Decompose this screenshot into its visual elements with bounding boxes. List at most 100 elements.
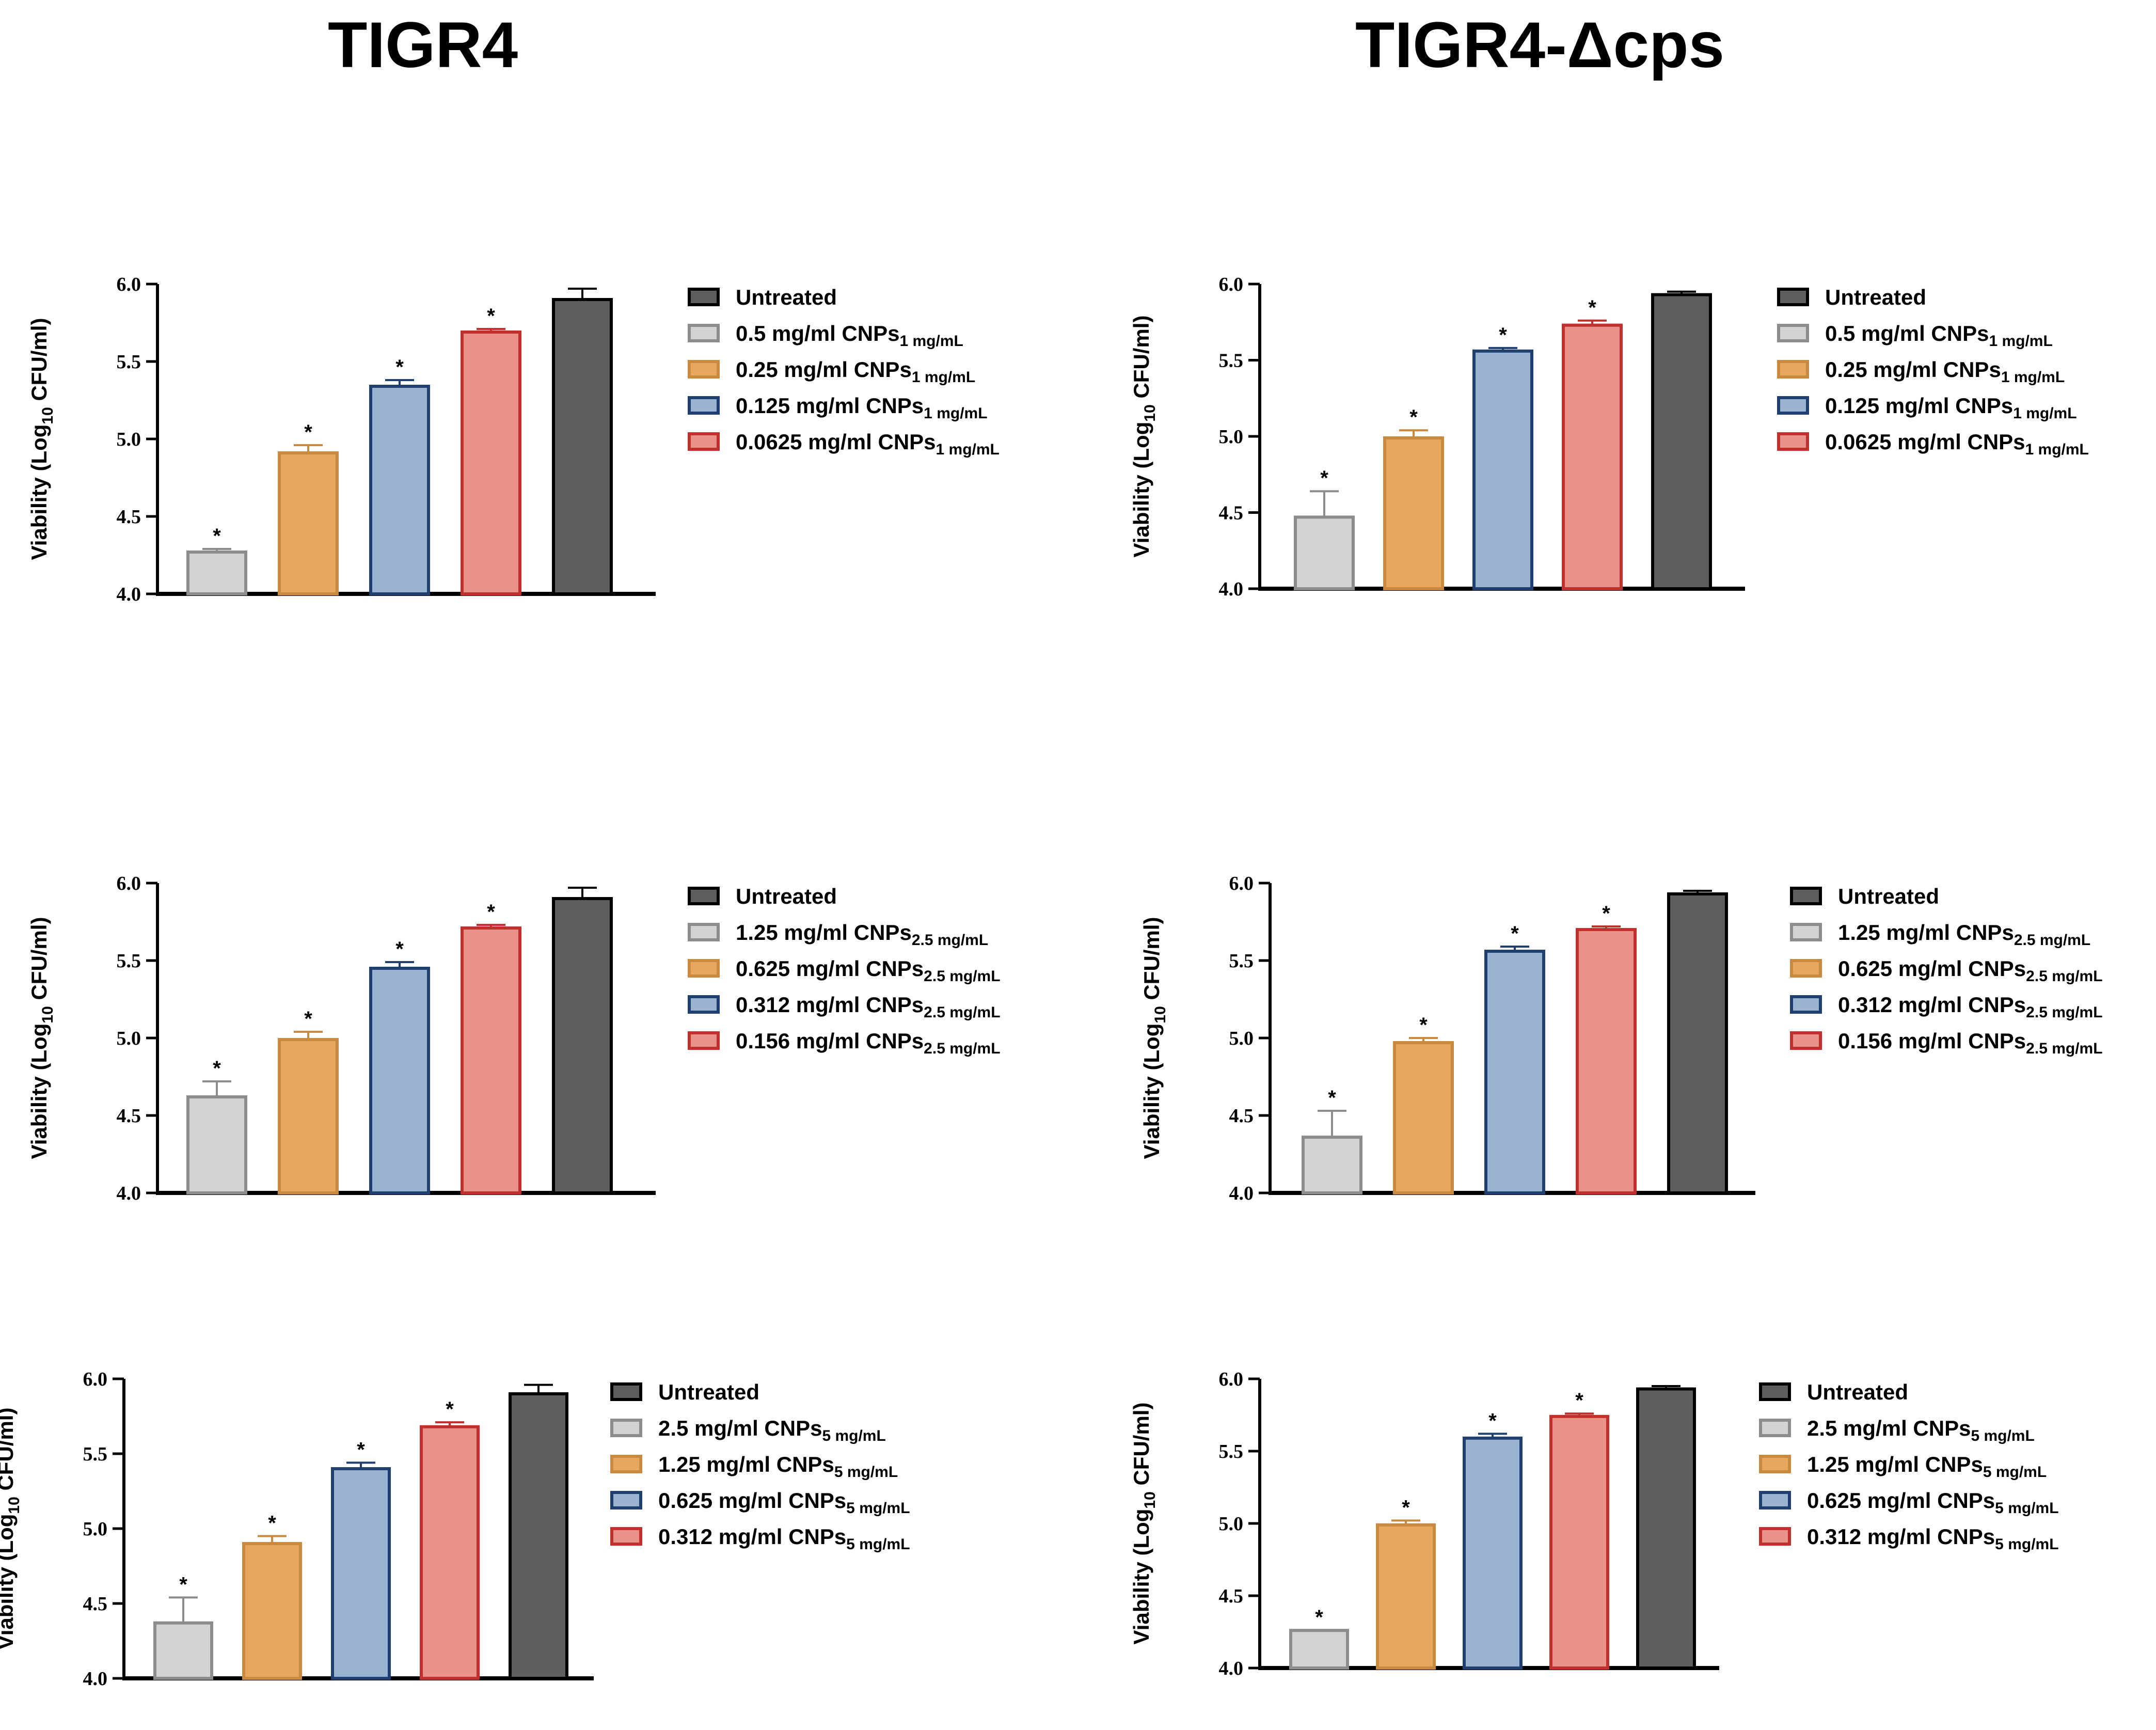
y-tick-label: 5.5 [1219,350,1244,372]
legend-swatch [1759,1419,1791,1437]
legend-swatch [1777,288,1809,306]
significance-star: * [446,1398,454,1421]
significance-star: * [213,525,221,547]
legend-swatch [1790,1031,1822,1050]
y-tick-label: 6.0 [83,1369,108,1390]
y-tick-label: 4.0 [1229,1183,1254,1204]
legend-label: 0.25 mg/ml CNPs1 mg/mL [736,357,975,386]
significance-star: * [1409,406,1418,429]
column-title-tigr4-dcps: TIGR4-Δcps [1355,9,1724,81]
legend-label: 0.625 mg/ml CNPs2.5 mg/mL [736,956,1001,985]
y-tick-label: 4.5 [83,1593,108,1615]
legend-label: 2.5 mg/ml CNPs5 mg/mL [658,1416,886,1444]
legend-swatch [1790,959,1822,978]
legend-swatch [610,1382,642,1401]
legend-label: Untreated [658,1380,759,1404]
legend-swatch [610,1491,642,1509]
bar [1383,436,1444,590]
y-tick-label: 6.0 [1219,274,1244,295]
legend-swatch [688,995,720,1014]
significance-star: * [357,1438,365,1461]
significance-star: * [304,1008,312,1030]
legend-swatch [1759,1527,1791,1546]
legend-label: 1.25 mg/ml CNPs2.5 mg/mL [736,920,988,949]
legend-label: 0.156 mg/ml CNPs2.5 mg/mL [1838,1029,2103,1057]
bar [186,1095,247,1194]
legend-label: Untreated [736,884,837,908]
legend-label: 0.625 mg/ml CNPs2.5 mg/mL [1838,956,2103,985]
legend-swatch [688,887,720,905]
y-tick-label: 5.5 [83,1443,108,1465]
legend-swatch [688,959,720,978]
significance-star: * [268,1512,276,1535]
legend-label: Untreated [1838,884,1939,908]
legend-swatch [610,1419,642,1437]
y-axis-label: Viability (Log10 CFU/ml) [1139,917,1169,1159]
significance-star: * [1315,1606,1323,1629]
y-tick-label: 5.5 [117,351,141,373]
bar [153,1621,213,1680]
column-title-tigr4: TIGR4 [328,9,518,81]
significance-star: * [213,1057,221,1080]
legend-label: 0.625 mg/ml CNPs5 mg/mL [658,1488,910,1517]
legend-label: Untreated [1825,285,1926,309]
significance-star: * [487,901,495,923]
y-tick-label: 5.0 [1219,1513,1244,1535]
legend-label: 2.5 mg/ml CNPs5 mg/mL [1807,1416,2035,1444]
legend-swatch [1777,396,1809,415]
legend-label: 0.312 mg/ml CNPs2.5 mg/mL [1838,993,2103,1021]
bar-chart-tigr4-dcps-5mg: 4.0 4.5 5.0 5.5 6.0 Viability (Log10 CFU/ml) *… [1129,1369,2059,1679]
y-tick-label: 4.0 [83,1668,108,1690]
y-tick-label: 6.0 [117,873,141,894]
legend-label: 0.0625 mg/ml CNPs1 mg/mL [1825,430,2089,458]
bar-chart-tigr4-5mg: 4.0 4.5 5.0 5.5 6.0 Viability (Log10 CFU/ml) *… [0,1369,910,1690]
significance-star: * [1511,922,1519,945]
y-tick-label: 4.5 [1219,1585,1244,1607]
legend-swatch [688,1031,720,1050]
legend-label: 0.312 mg/ml CNPs5 mg/mL [1807,1524,2059,1553]
legend-swatch [610,1527,642,1546]
legend-swatch [1790,923,1822,941]
bar [1562,323,1623,591]
bar-chart-tigr4-dcps-2-5mg: 4.0 4.5 5.0 5.5 6.0 Viability (Log10 CFU/ml) *… [1139,873,2103,1204]
y-axis-label: Viability (Log10 CFU/ml) [27,917,56,1159]
bar [1667,892,1728,1194]
legend-swatch [1759,1491,1791,1509]
legend-swatch [1777,360,1809,379]
bar [1484,950,1545,1194]
y-tick-label: 6.0 [1219,1369,1244,1390]
bar [1393,1041,1454,1194]
legend-label: 0.312 mg/ml CNPs2.5 mg/mL [736,993,1001,1021]
bar-chart-tigr4-dcps-1mg: 4.0 4.5 5.0 5.5 6.0 Viability (Log10 CFU/ml) *… [1129,274,2089,600]
significance-star: * [179,1573,187,1596]
bar [331,1467,391,1680]
legend-label: 0.5 mg/ml CNPs1 mg/mL [736,321,963,350]
bar [1289,1629,1349,1670]
y-tick-label: 4.0 [1219,1658,1244,1679]
bar [420,1425,480,1680]
bar [1651,293,1712,590]
y-tick-label: 5.0 [1229,1028,1254,1049]
significance-star: * [1575,1389,1583,1412]
y-tick-label: 4.5 [1219,502,1244,524]
bar [242,1542,302,1680]
significance-star: * [1602,902,1610,925]
legend-label: 1.25 mg/ml CNPs5 mg/mL [1807,1452,2047,1481]
significance-star: * [1499,324,1507,347]
bar [278,1038,339,1194]
legend-swatch [1759,1382,1791,1401]
y-tick-label: 5.0 [1219,426,1244,448]
significance-star: * [304,421,312,444]
y-tick-label: 5.0 [117,429,141,450]
y-tick-label: 5.5 [1229,950,1254,972]
bar [1472,349,1533,591]
bar [186,551,247,595]
bar [1463,1436,1523,1670]
bar [552,897,613,1194]
significance-star: * [395,356,404,379]
bar [461,926,521,1194]
legend-swatch [688,288,720,306]
legend-label: 0.156 mg/ml CNPs2.5 mg/mL [736,1029,1001,1057]
significance-star: * [1419,1014,1428,1036]
significance-star: * [487,305,495,327]
